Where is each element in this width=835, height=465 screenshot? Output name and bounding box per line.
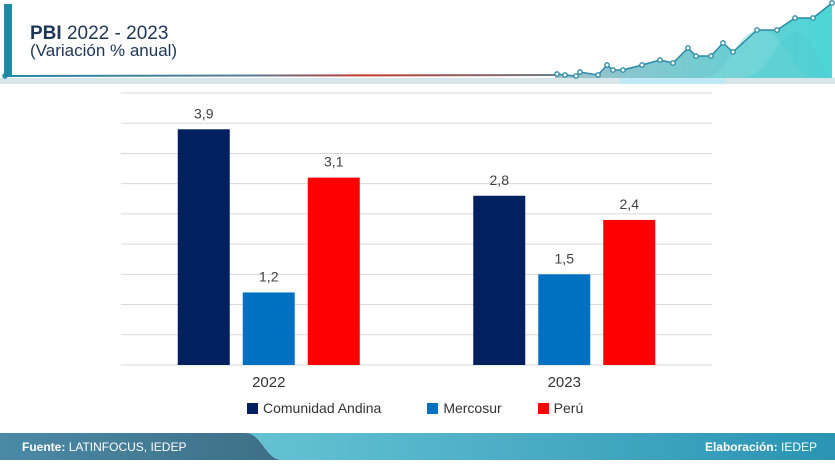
bar-chart: 3,9 1,2 3,1 2022 2,8 1,5 2,4 2023 <box>121 92 712 391</box>
source-value: LATINFOCUS, IEDEP <box>68 440 187 454</box>
chart-legend: Comunidad Andina Mercosur Perú <box>247 400 619 416</box>
legend-item-comunidad-andina: Comunidad Andina <box>247 400 381 416</box>
data-label: 3,9 <box>194 105 214 121</box>
bar-peru-2022 <box>307 177 360 365</box>
header-banner: PBI 2022 - 2023 (Variación % anual) <box>0 0 835 88</box>
credit-value: IEDEP <box>780 440 817 454</box>
x-tick-label: 2023 <box>548 374 581 391</box>
legend-label: Comunidad Andina <box>263 400 382 416</box>
accent-bar <box>4 4 12 75</box>
data-label: 1,5 <box>555 250 575 266</box>
title-bold: PBI <box>30 23 62 44</box>
legend-label: Perú <box>553 400 584 416</box>
source-label: Fuente: <box>22 440 66 454</box>
bar-peru-2023 <box>603 219 656 365</box>
bar-comunidad-andina-2023 <box>473 195 526 365</box>
legend-label: Mercosur <box>443 400 502 416</box>
legend-swatch-peru <box>537 402 549 414</box>
bar-mercosur-2022 <box>242 292 295 365</box>
bar-comunidad-andina-2022 <box>177 129 230 365</box>
legend-swatch-comunidad-andina <box>247 402 258 414</box>
source-credit: Fuente: LATINFOCUS, IEDEP <box>22 440 186 454</box>
elaboration-credit: Elaboración: IEDEP <box>705 440 817 454</box>
footer-bar: Fuente: LATINFOCUS, IEDEP Elaboración: I… <box>0 433 835 460</box>
data-label: 2,8 <box>490 172 510 188</box>
data-label: 2,4 <box>620 196 640 212</box>
credit-label: Elaboración: <box>704 440 778 454</box>
data-label: 1,2 <box>259 268 279 284</box>
decorative-growth-line-icon <box>0 0 835 84</box>
bar-mercosur-2023 <box>538 274 591 365</box>
legend-swatch-mercosur <box>427 402 439 414</box>
legend-item-mercosur: Mercosur <box>427 400 502 416</box>
page-title: PBI 2022 - 2023 <box>30 23 168 45</box>
legend-item-peru: Perú <box>537 400 584 416</box>
footer-background <box>0 433 835 460</box>
x-tick-label: 2022 <box>252 374 285 391</box>
title-years: 2022 - 2023 <box>66 23 169 44</box>
page-subtitle: (Variación % anual) <box>30 41 178 60</box>
data-label: 3,1 <box>324 154 344 170</box>
